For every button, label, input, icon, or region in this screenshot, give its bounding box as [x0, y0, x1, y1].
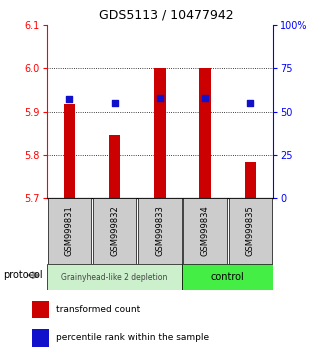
Bar: [64, 104, 75, 198]
Bar: [182, 264, 273, 290]
Text: control: control: [211, 272, 245, 282]
Bar: [109, 135, 120, 198]
Bar: [32, 329, 49, 347]
Bar: [199, 68, 211, 198]
Text: percentile rank within the sample: percentile rank within the sample: [56, 333, 209, 342]
Point: [202, 95, 208, 101]
Text: Grainyhead-like 2 depletion: Grainyhead-like 2 depletion: [61, 273, 168, 281]
Text: GSM999835: GSM999835: [246, 206, 255, 256]
Bar: [154, 68, 166, 198]
Text: GDS5113 / 10477942: GDS5113 / 10477942: [99, 9, 234, 22]
Text: GSM999834: GSM999834: [200, 206, 210, 256]
Text: transformed count: transformed count: [56, 305, 141, 314]
Bar: [32, 301, 49, 318]
Bar: [245, 162, 256, 198]
Bar: [229, 198, 272, 264]
Point: [248, 100, 253, 106]
Text: GSM999833: GSM999833: [155, 206, 165, 256]
Bar: [47, 264, 182, 290]
Text: protocol: protocol: [3, 270, 43, 280]
Text: GSM999832: GSM999832: [110, 206, 119, 256]
Point: [157, 95, 163, 101]
Bar: [138, 198, 181, 264]
Bar: [93, 198, 136, 264]
Bar: [48, 198, 91, 264]
Bar: [183, 198, 227, 264]
Point: [67, 97, 72, 102]
Point: [112, 100, 117, 106]
Text: GSM999831: GSM999831: [65, 206, 74, 256]
